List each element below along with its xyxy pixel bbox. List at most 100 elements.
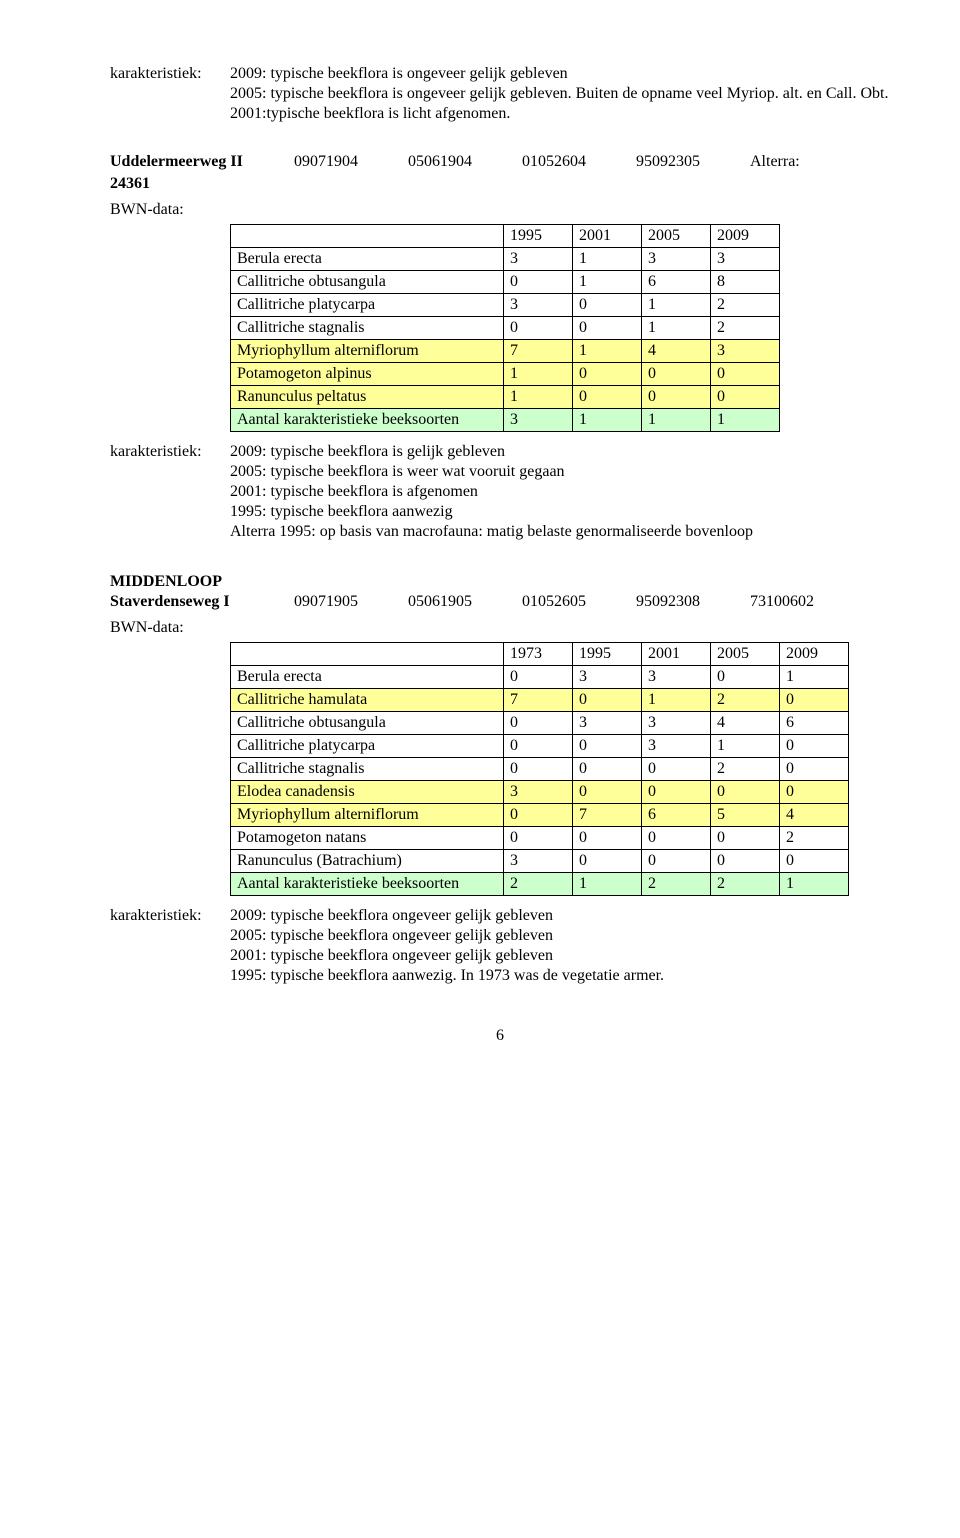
section-sub: 24361	[110, 175, 150, 192]
row-label: Callitriche hamulata	[231, 689, 504, 712]
cell-value: 0	[573, 386, 642, 409]
table-row: Callitriche obtusangula0168	[231, 271, 780, 294]
table-row: Potamogeton natans00002	[231, 827, 849, 850]
cell-value: 0	[642, 827, 711, 850]
cell-value: 4	[642, 340, 711, 363]
table-row: Myriophyllum alterniflorum07654	[231, 804, 849, 827]
cell-value: 1	[711, 409, 780, 432]
table-row: Ranunculus peltatus1000	[231, 386, 780, 409]
cell-value: 0	[642, 850, 711, 873]
cell-value: 1	[573, 873, 642, 896]
cell-value: 1	[711, 735, 780, 758]
cell-value: 2	[780, 827, 849, 850]
cell-value: 0	[573, 363, 642, 386]
section1-char-block: karakteristiek: 2009: typische beekflora…	[110, 442, 890, 542]
cell-value: 3	[504, 248, 573, 271]
row-label: Myriophyllum alterniflorum	[231, 804, 504, 827]
cell-value: 6	[780, 712, 849, 735]
row-label: Berula erecta	[231, 666, 504, 689]
cell-value: 0	[780, 735, 849, 758]
row-label: Callitriche obtusangula	[231, 712, 504, 735]
cell-value: 0	[573, 781, 642, 804]
cell-value: 3	[504, 781, 573, 804]
row-label: Aantal karakteristieke beeksoorten	[231, 409, 504, 432]
table-row: Berula erecta3133	[231, 248, 780, 271]
cell-value: 3	[711, 248, 780, 271]
cell-value: 3	[642, 248, 711, 271]
cell-value: 2	[711, 689, 780, 712]
cell-value: 0	[642, 781, 711, 804]
char-line: 2005: typische beekflora is ongeveer gel…	[230, 84, 890, 104]
cell-value: 0	[642, 363, 711, 386]
cell-value: 8	[711, 271, 780, 294]
cell-value: 0	[711, 827, 780, 850]
page-number: 6	[110, 1026, 890, 1046]
cell-value: 0	[711, 386, 780, 409]
header-blank	[231, 643, 504, 666]
cell-value: 0	[573, 735, 642, 758]
char-line: 2001:typische beekflora is licht afgenom…	[230, 104, 890, 124]
table-row: Callitriche hamulata70120	[231, 689, 849, 712]
table-row: Ranunculus (Batrachium)30000	[231, 850, 849, 873]
cell-value: 0	[780, 781, 849, 804]
cell-value: 0	[711, 850, 780, 873]
section-code: 09071904	[294, 152, 404, 172]
char-line: 2009: typische beekflora ongeveer gelijk…	[230, 906, 890, 926]
cell-value: 0	[711, 666, 780, 689]
section-code: 95092305	[636, 152, 746, 172]
char-line: 1995: typische beekflora aanwezig	[230, 502, 890, 522]
year-header: 2001	[573, 225, 642, 248]
section-code: 01052605	[522, 592, 632, 612]
cell-value: 2	[711, 294, 780, 317]
year-header: 2005	[642, 225, 711, 248]
table-row: Callitriche stagnalis0012	[231, 317, 780, 340]
cell-value: 3	[504, 850, 573, 873]
cell-value: 0	[504, 735, 573, 758]
section1-header: Uddelermeerweg II 09071904 05061904 0105…	[110, 152, 890, 172]
section2-table: 1973 1995 2001 2005 2009 Berula erecta03…	[230, 642, 849, 896]
row-label: Myriophyllum alterniflorum	[231, 340, 504, 363]
section-code: 05061904	[408, 152, 518, 172]
row-label: Ranunculus peltatus	[231, 386, 504, 409]
row-label: Callitriche stagnalis	[231, 758, 504, 781]
row-label: Callitriche platycarpa	[231, 735, 504, 758]
row-label: Aantal karakteristieke beeksoorten	[231, 873, 504, 896]
row-label: Elodea canadensis	[231, 781, 504, 804]
table-row: Callitriche obtusangula03346	[231, 712, 849, 735]
cell-value: 0	[573, 317, 642, 340]
table-row: Berula erecta03301	[231, 666, 849, 689]
cell-value: 3	[504, 409, 573, 432]
cell-value: 3	[642, 666, 711, 689]
row-label: Potamogeton alpinus	[231, 363, 504, 386]
char-line: 2009: typische beekflora is ongeveer gel…	[230, 64, 890, 84]
cell-value: 0	[504, 666, 573, 689]
cell-value: 7	[504, 689, 573, 712]
char-line: 2001: typische beekflora ongeveer gelijk…	[230, 946, 890, 966]
cell-value: 3	[573, 666, 642, 689]
cell-value: 1	[780, 666, 849, 689]
cell-value: 1	[642, 689, 711, 712]
table-row: Aantal karakteristieke beeksoorten3111	[231, 409, 780, 432]
cell-value: 1	[642, 409, 711, 432]
top-char-block: karakteristiek: 2009: typische beekflora…	[110, 64, 890, 124]
section2-char-block: karakteristiek: 2009: typische beekflora…	[110, 906, 890, 986]
cell-value: 4	[780, 804, 849, 827]
cell-value: 0	[573, 689, 642, 712]
char-label: karakteristiek:	[110, 906, 230, 986]
cell-value: 6	[642, 804, 711, 827]
table-row: Potamogeton alpinus1000	[231, 363, 780, 386]
table-row: Elodea canadensis30000	[231, 781, 849, 804]
row-label: Callitriche stagnalis	[231, 317, 504, 340]
cell-value: 1	[573, 409, 642, 432]
row-label: Callitriche obtusangula	[231, 271, 504, 294]
cell-value: 1	[504, 386, 573, 409]
cell-value: 2	[711, 317, 780, 340]
row-label: Potamogeton natans	[231, 827, 504, 850]
header-blank	[231, 225, 504, 248]
table-row: Callitriche platycarpa00310	[231, 735, 849, 758]
char-label: karakteristiek:	[110, 64, 230, 124]
cell-value: 0	[711, 781, 780, 804]
section-code: 01052604	[522, 152, 632, 172]
section-code: 05061905	[408, 592, 518, 612]
cell-value: 0	[780, 758, 849, 781]
